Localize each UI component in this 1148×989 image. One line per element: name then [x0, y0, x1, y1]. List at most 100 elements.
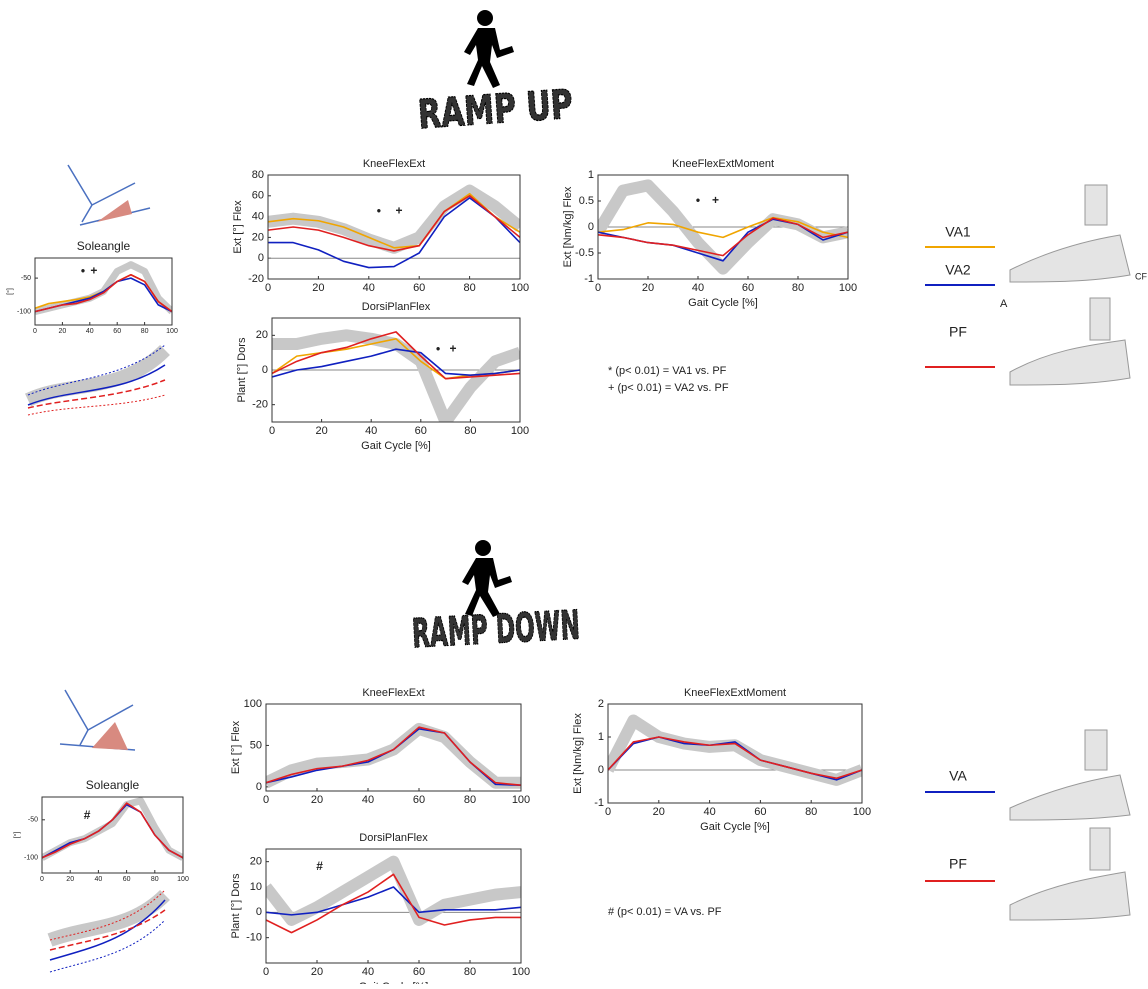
- annotation: +: [396, 204, 403, 218]
- x-tick-label: 60: [413, 282, 425, 294]
- legend-label: VA1: [945, 224, 971, 240]
- y-tick-label: 10: [250, 881, 262, 893]
- chart-title: DorsiPlanFlex: [362, 301, 431, 313]
- y-tick-label: 0: [256, 906, 262, 918]
- y-tick-label: 20: [252, 231, 264, 243]
- x-tick-label: 40: [692, 282, 704, 294]
- x-tick-label: 100: [839, 282, 857, 294]
- plot-frame: [268, 175, 520, 279]
- y-tick-label: -1: [584, 273, 594, 285]
- reference-band: [266, 862, 521, 920]
- chart-title: Soleangle: [86, 778, 140, 792]
- x-tick-label: 0: [33, 328, 37, 335]
- y-axis-label: Plant [°] Dors: [230, 873, 242, 938]
- device-label: A: [1000, 298, 1008, 310]
- chart-title: KneeFlexExt: [362, 687, 424, 699]
- series-line: [266, 874, 521, 932]
- x-tick-label: 80: [805, 806, 817, 818]
- reference-band: [608, 721, 862, 780]
- y-tick-label: 100: [244, 698, 262, 710]
- x-tick-label: 0: [265, 282, 271, 294]
- note: # (p< 0.01) = VA vs. PF: [608, 906, 722, 918]
- x-tick-label: 40: [86, 328, 94, 335]
- x-tick-label: 60: [413, 966, 425, 978]
- annotation: •: [696, 193, 700, 207]
- x-tick-label: 80: [151, 876, 159, 883]
- y-axis-label: [°]: [13, 832, 21, 839]
- annotation: •: [377, 204, 381, 218]
- y-tick-label: 0.5: [579, 195, 594, 207]
- y-axis-label: Ext [Nm/kg] Flex: [562, 186, 574, 267]
- x-tick-label: 100: [511, 425, 529, 437]
- y-axis-label: Ext [°] Flex: [230, 720, 242, 774]
- y-tick-label: 80: [252, 169, 264, 181]
- note: + (p< 0.01) = VA2 vs. PF: [608, 382, 729, 394]
- y-axis-label: Ext [°] Flex: [232, 200, 244, 254]
- header-ramp-down: RAMP DOWN: [411, 603, 581, 658]
- y-tick-label: 60: [252, 190, 264, 202]
- y-tick-label: -10: [246, 932, 262, 944]
- legend-label: PF: [949, 324, 967, 340]
- x-tick-label: 40: [362, 966, 374, 978]
- y-tick-label: -20: [248, 273, 264, 285]
- annotation: #: [84, 808, 91, 822]
- x-tick-label: 20: [59, 328, 67, 335]
- chart-title: Soleangle: [77, 239, 131, 253]
- y-tick-label: 20: [250, 856, 262, 868]
- y-tick-label: -0.5: [575, 247, 594, 259]
- y-tick-label: -20: [252, 399, 268, 411]
- chart-title: KneeFlexExtMoment: [672, 158, 774, 170]
- x-tick-label: 20: [66, 876, 74, 883]
- y-tick-label: 0: [256, 781, 262, 793]
- reference-band: [272, 335, 520, 422]
- y-tick-label: 1: [598, 731, 604, 743]
- x-tick-label: 100: [512, 794, 530, 806]
- annotation: #: [316, 859, 323, 873]
- x-tick-label: 80: [463, 282, 475, 294]
- legend-label: VA2: [945, 262, 971, 278]
- x-tick-label: 40: [362, 794, 374, 806]
- x-tick-label: 80: [464, 425, 476, 437]
- x-tick-label: 100: [512, 966, 530, 978]
- x-tick-label: 60: [742, 282, 754, 294]
- legend-label: PF: [949, 856, 967, 872]
- x-tick-label: 0: [263, 966, 269, 978]
- figure: RAMP UP RAMP DOWN CF A * (p< 0.01) = VA1…: [0, 0, 1148, 984]
- y-tick-label: 2: [598, 698, 604, 710]
- plot-frame: [608, 704, 862, 803]
- series-line: [268, 198, 520, 268]
- x-tick-label: 80: [464, 794, 476, 806]
- x-tick-label: 100: [177, 876, 189, 883]
- x-tick-label: 60: [415, 425, 427, 437]
- chart-title: KneeFlexExt: [363, 158, 425, 170]
- x-tick-label: 60: [413, 794, 425, 806]
- x-tick-label: 0: [269, 425, 275, 437]
- x-tick-label: 80: [141, 328, 149, 335]
- x-tick-label: 20: [312, 282, 324, 294]
- x-tick-label: 100: [166, 328, 178, 335]
- y-tick-label: -100: [24, 855, 38, 862]
- x-tick-label: 0: [595, 282, 601, 294]
- x-tick-label: 0: [605, 806, 611, 818]
- x-tick-label: 100: [511, 282, 529, 294]
- y-tick-label: -1: [594, 797, 604, 809]
- x-tick-label: 40: [365, 425, 377, 437]
- x-tick-label: 80: [792, 282, 804, 294]
- y-axis-label: Plant [°] Dors: [236, 337, 248, 402]
- annotation: •: [81, 264, 85, 278]
- x-tick-label: 60: [754, 806, 766, 818]
- header-ramp-up: RAMP UP: [416, 82, 574, 139]
- x-axis-label: Gait Cycle [%]: [688, 297, 758, 309]
- x-tick-label: 0: [40, 876, 44, 883]
- x-tick-label: 100: [853, 806, 871, 818]
- x-tick-label: 20: [315, 425, 327, 437]
- y-axis-label: Ext [Nm/kg] Flex: [572, 713, 584, 794]
- x-tick-label: 0: [263, 794, 269, 806]
- x-tick-label: 40: [703, 806, 715, 818]
- note: * (p< 0.01) = VA1 vs. PF: [608, 365, 727, 377]
- y-tick-label: -50: [28, 817, 38, 824]
- x-tick-label: 60: [113, 328, 121, 335]
- x-tick-label: 20: [642, 282, 654, 294]
- y-tick-label: -100: [17, 308, 31, 315]
- y-tick-label: 40: [252, 211, 264, 223]
